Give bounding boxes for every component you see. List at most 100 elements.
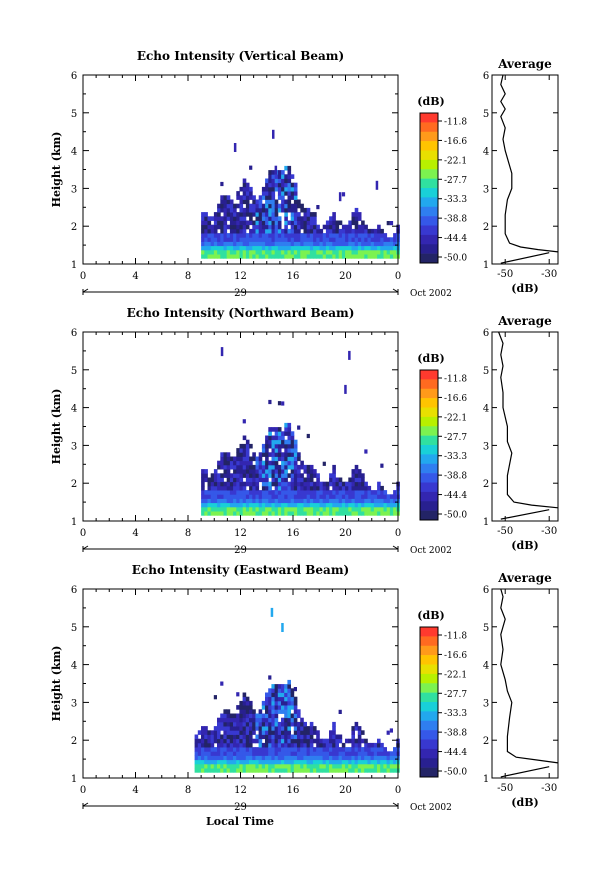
echo-cell (313, 755, 317, 761)
echo-cell (277, 249, 282, 255)
echo-cell (226, 717, 231, 723)
echo-cell (325, 224, 330, 230)
echo-cell (274, 178, 279, 184)
echo-cell (335, 224, 340, 230)
profile-x-label: -30 (541, 783, 557, 794)
echo-cell (329, 237, 333, 242)
echo-cell (322, 245, 327, 251)
echo-cell (268, 730, 272, 735)
echo-cell (293, 502, 298, 508)
echo-cell (233, 742, 237, 748)
echo-cell (268, 759, 272, 765)
echo-cell (306, 511, 311, 516)
x-tick-label: 4 (132, 785, 138, 796)
echo-cell (239, 481, 244, 487)
echo-cell (268, 427, 272, 432)
echo-cell (373, 751, 378, 756)
echo-cell (252, 506, 256, 512)
echo-cell (223, 721, 227, 727)
echo-cell (335, 755, 339, 761)
echo-cell (255, 216, 260, 221)
echo-cell (287, 452, 292, 457)
echo-cell (287, 431, 292, 436)
echo-cell (258, 216, 263, 221)
echo-cell (274, 742, 279, 748)
echo-cell (252, 738, 256, 744)
echo-cell (271, 473, 276, 478)
echo-cell (306, 755, 311, 761)
echo-cell (233, 249, 237, 255)
echo-cell (357, 228, 362, 234)
echo-cell (201, 477, 205, 483)
echo-cell (377, 511, 381, 516)
echo-cell (204, 490, 208, 495)
echo-cell (293, 439, 298, 445)
echo-cell (245, 709, 250, 714)
echo-cell (313, 481, 317, 487)
echo-cell (217, 207, 221, 213)
echo-cell (364, 485, 368, 491)
echo-cell (348, 738, 352, 744)
echo-cell (271, 237, 276, 242)
echo-cell (261, 481, 266, 487)
echo-cell (274, 469, 279, 474)
echo-cell (245, 191, 250, 196)
echo-cell (297, 734, 301, 740)
echo-cell (341, 192, 346, 197)
echo-cell (220, 245, 224, 251)
x-tick-label: 16 (287, 785, 300, 796)
echo-cell (249, 502, 253, 508)
echo-cell (242, 481, 247, 487)
echo-cell (223, 249, 228, 255)
echo-cell (217, 730, 221, 735)
echo-cell (290, 452, 295, 457)
echo-cell (265, 473, 269, 478)
echo-cell (316, 224, 320, 230)
echo-cell (210, 490, 215, 495)
echo-cell (245, 460, 250, 466)
echo-cell (357, 768, 362, 773)
echo-cell (271, 469, 276, 474)
echo-cell (351, 220, 356, 226)
echo-cell (213, 224, 218, 230)
echo-cell (245, 448, 250, 453)
echo-cell (383, 233, 388, 238)
date-label: Oct 2002 (410, 546, 452, 556)
echo-cell (351, 498, 356, 504)
echo-cell (325, 481, 330, 487)
echo-cell (284, 498, 288, 504)
colorbar-swatch (420, 711, 438, 722)
echo-cell (380, 511, 384, 516)
echo-cell (345, 498, 349, 504)
echo-cell (258, 751, 263, 756)
echo-cell (383, 755, 387, 761)
echo-cell (201, 212, 205, 217)
echo-cell (281, 763, 285, 769)
echo-cell (236, 759, 240, 765)
echo-cell (217, 233, 221, 238)
echo-cell (383, 498, 388, 504)
echo-cell (245, 212, 250, 217)
echo-cell (354, 254, 359, 259)
echo-cell (351, 738, 355, 744)
echo-cell (284, 241, 288, 247)
echo-cell (268, 220, 272, 226)
echo-cell (303, 730, 307, 735)
echo-cell (217, 490, 221, 495)
echo-cell (357, 498, 362, 504)
echo-cell (217, 237, 221, 242)
echo-cell (274, 443, 279, 449)
echo-cell (242, 435, 247, 441)
echo-cell (361, 233, 365, 238)
echo-cell (220, 216, 224, 221)
echo-cell (236, 721, 240, 727)
echo-cell (335, 245, 340, 251)
echo-cell (297, 224, 301, 230)
echo-cell (242, 182, 247, 188)
echo-cell (207, 224, 212, 230)
echo-cell (258, 254, 263, 259)
echo-cell (284, 751, 288, 756)
echo-cell (271, 195, 276, 200)
echo-cell (386, 249, 391, 255)
echo-cell (332, 481, 336, 487)
